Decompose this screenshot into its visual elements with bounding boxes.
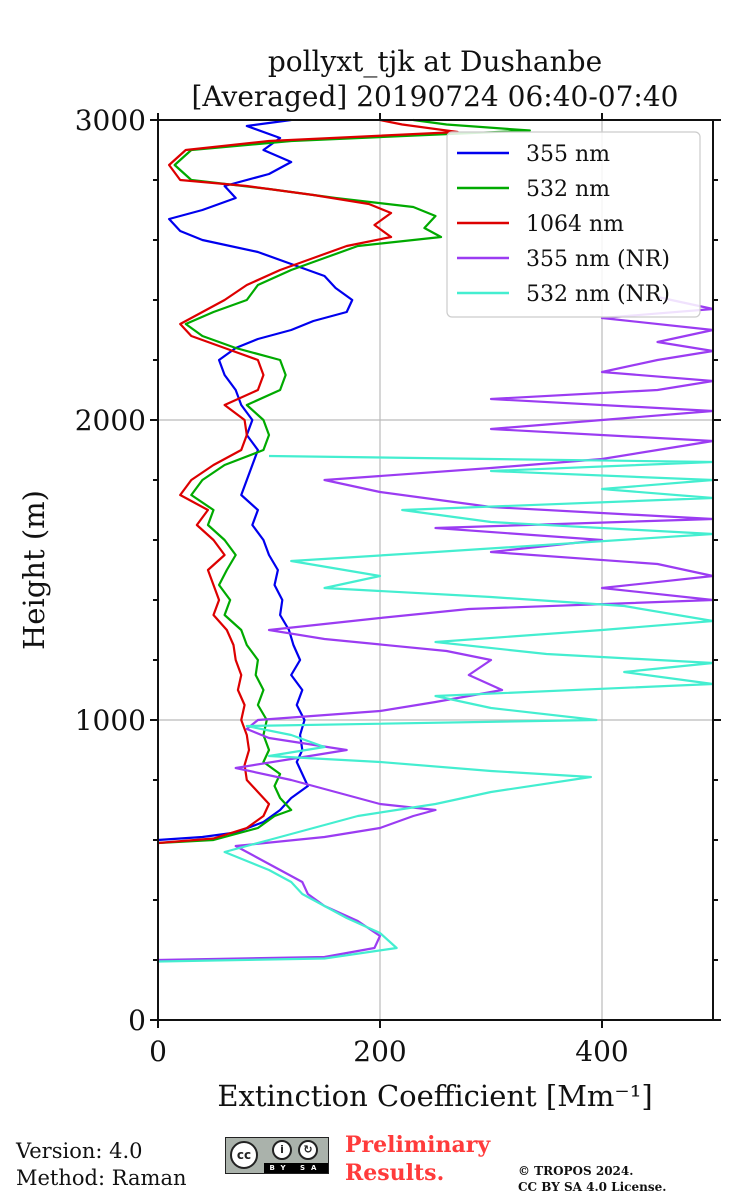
cc-bar: BY SA xyxy=(264,1163,328,1173)
legend-label: 355 nm xyxy=(526,142,610,167)
preliminary-line1: Preliminary xyxy=(345,1132,491,1158)
x-tick-label: 400 xyxy=(575,1035,628,1068)
y-tick-label: 1000 xyxy=(75,704,146,737)
legend-box xyxy=(446,131,701,318)
y-axis-label: Height (m) xyxy=(17,490,51,650)
legend-label: 1064 nm xyxy=(526,212,624,237)
cc-by-label: BY xyxy=(269,1164,292,1172)
x-tick-label: 200 xyxy=(353,1035,406,1068)
y-tick-label: 3000 xyxy=(75,104,146,137)
x-tick-label: 0 xyxy=(149,1035,167,1068)
cc-icon: cc xyxy=(230,1141,258,1169)
version-text: Version: 4.0 xyxy=(16,1139,143,1163)
series-line xyxy=(157,454,715,963)
person-icon: i xyxy=(272,1140,292,1160)
legend-label: 532 nm (NR) xyxy=(526,282,670,307)
copyright-note: © TROPOS 2024. CC BY SA 4.0 License. xyxy=(518,1163,666,1195)
plot-frame xyxy=(157,119,714,1021)
series-line xyxy=(157,118,531,845)
preliminary-line2: Results. xyxy=(345,1160,445,1186)
series-line xyxy=(157,295,715,962)
method-text: Method: Raman xyxy=(16,1166,187,1190)
copyright-line2: CC BY SA 4.0 License. xyxy=(518,1180,667,1194)
x-axis-label: Extinction Coefficient [Mm⁻¹] xyxy=(217,1079,652,1113)
chart-subtitle: [Averaged] 20190724 06:40-07:40 xyxy=(192,80,679,113)
cc-license-badge: cc i ↻ BY SA xyxy=(225,1137,329,1174)
legend-label: 532 nm xyxy=(526,177,610,202)
share-alike-icon: ↻ xyxy=(298,1140,318,1160)
chart-title: pollyxt_tjk at Dushanbe xyxy=(268,45,602,78)
cc-sa-label: SA xyxy=(300,1164,323,1172)
y-tick-label: 0 xyxy=(128,1004,146,1037)
series-line xyxy=(157,118,459,845)
extinction-chart: pollyxt_tjk at Dushanbe [Averaged] 20190… xyxy=(17,45,721,1113)
preliminary-note: Preliminary Results. xyxy=(345,1131,490,1187)
y-tick-labels: 0 1000 2000 3000 xyxy=(75,104,146,1037)
copyright-line1: © TROPOS 2024. xyxy=(518,1164,634,1178)
y-tick-label: 2000 xyxy=(75,404,146,437)
x-tick-labels: 0 200 400 xyxy=(149,1035,629,1068)
series-layer xyxy=(157,118,715,963)
footer-version: Version: 4.0 Method: Raman xyxy=(16,1138,187,1192)
legend-label: 355 nm (NR) xyxy=(526,247,670,272)
legend: 355 nm 532 nm 1064 nm 355 nm (NR) 532 nm (NR… xyxy=(446,131,701,318)
